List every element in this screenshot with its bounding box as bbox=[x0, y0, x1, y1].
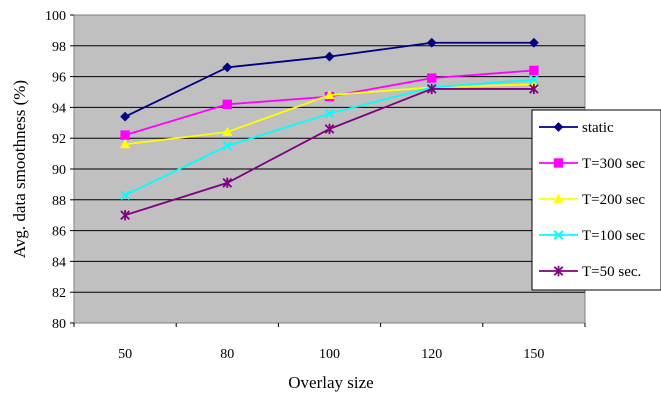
data-point bbox=[426, 83, 437, 95]
x-axis-title: Overlay size bbox=[288, 373, 373, 392]
y-axis-title: Avg. data smoothness (%) bbox=[10, 80, 29, 258]
data-point bbox=[222, 126, 233, 136]
data-point bbox=[426, 37, 437, 48]
y-tick-label: 80 bbox=[52, 317, 66, 332]
x-tick-label: 100 bbox=[319, 347, 340, 362]
data-point bbox=[553, 230, 564, 240]
data-point bbox=[120, 190, 131, 201]
y-tick-label: 90 bbox=[52, 163, 66, 178]
y-tick-label: 84 bbox=[52, 255, 66, 270]
legend: static T=300 sec T=200 sec T=100 sec T=50 se… bbox=[531, 109, 661, 291]
series-t-50-sec- bbox=[120, 83, 539, 221]
series-static bbox=[120, 37, 539, 122]
series-group bbox=[120, 37, 539, 221]
data-point bbox=[222, 62, 233, 73]
x-tick-label: 150 bbox=[523, 347, 544, 362]
series-t-100-sec bbox=[120, 74, 539, 201]
data-point bbox=[222, 177, 233, 189]
data-point bbox=[529, 83, 539, 95]
legend-label: T=100 sec bbox=[582, 228, 645, 244]
data-point bbox=[553, 193, 564, 203]
data-point bbox=[324, 108, 335, 119]
data-point bbox=[553, 158, 564, 168]
data-point bbox=[324, 123, 335, 135]
data-point bbox=[120, 210, 130, 221]
data-point bbox=[324, 51, 335, 62]
y-tick-label: 100 bbox=[45, 9, 66, 24]
legend-label: T=200 sec bbox=[582, 192, 645, 208]
y-tick-label: 92 bbox=[52, 132, 66, 147]
y-tick-label: 88 bbox=[52, 194, 66, 209]
data-point bbox=[120, 139, 131, 149]
data-point bbox=[553, 122, 564, 132]
data-point bbox=[222, 99, 233, 110]
legend-label: static bbox=[582, 120, 614, 136]
x-tick-label: 120 bbox=[421, 347, 442, 362]
y-tick-label: 86 bbox=[52, 225, 66, 240]
legend-box bbox=[531, 109, 661, 291]
data-point bbox=[427, 73, 437, 83]
y-tick-label: 82 bbox=[52, 286, 66, 301]
data-point bbox=[222, 140, 233, 151]
data-point bbox=[553, 265, 564, 277]
legend-label: T=300 sec bbox=[582, 156, 645, 172]
x-tick-label: 80 bbox=[220, 347, 234, 362]
data-point bbox=[529, 65, 539, 76]
y-tick-label: 98 bbox=[52, 40, 66, 55]
gridlines bbox=[74, 45, 585, 293]
data-point bbox=[528, 37, 539, 48]
y-tick-label: 96 bbox=[52, 71, 66, 86]
legend-label: T=50 sec. bbox=[582, 264, 641, 280]
data-point bbox=[120, 130, 130, 140]
data-point bbox=[528, 74, 539, 85]
y-tick-label: 94 bbox=[52, 101, 66, 116]
x-tick-label: 50 bbox=[118, 347, 132, 362]
data-point bbox=[324, 89, 335, 99]
x-axis-ticks: 50 80 100 120 150 bbox=[73, 323, 586, 362]
y-axis-ticks: 80 82 84 86 88 90 92 94 96 98 100 bbox=[45, 9, 74, 332]
data-point bbox=[120, 111, 131, 122]
